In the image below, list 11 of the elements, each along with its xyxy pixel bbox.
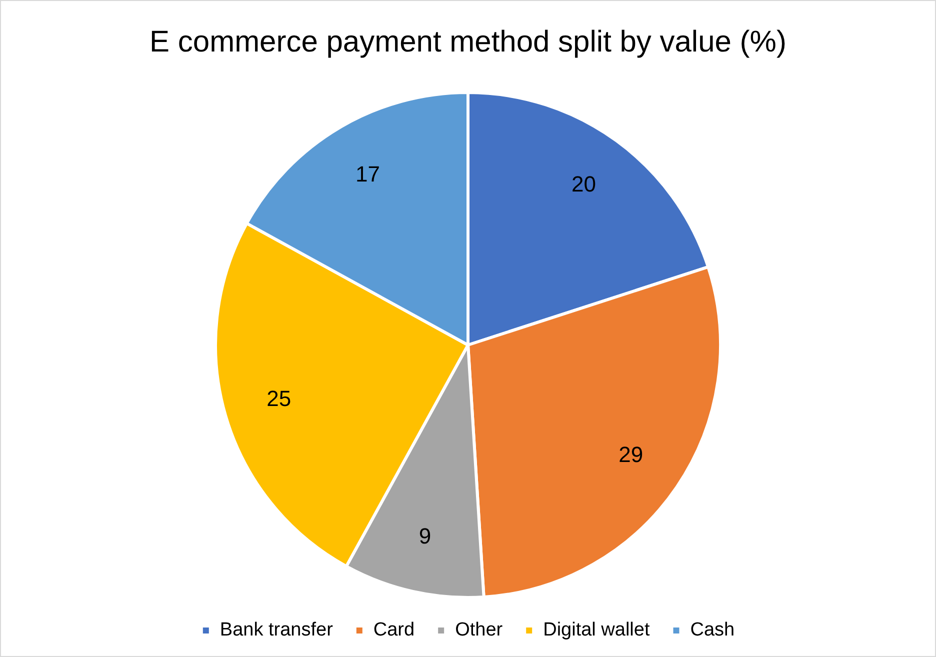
data-label: 20 [572,172,596,197]
legend-label: Digital wallet [543,620,650,641]
data-label: 17 [356,162,380,187]
legend-label: Card [373,620,415,641]
legend-label: Cash [690,620,735,641]
chart-title: E commerce payment method split by value (%) [150,25,786,58]
legend-label: Other [455,620,504,641]
data-label: 29 [618,442,644,467]
data-label: 9 [418,523,432,548]
data-label: 25 [266,386,292,412]
legend-label: Bank transfer [220,620,334,641]
